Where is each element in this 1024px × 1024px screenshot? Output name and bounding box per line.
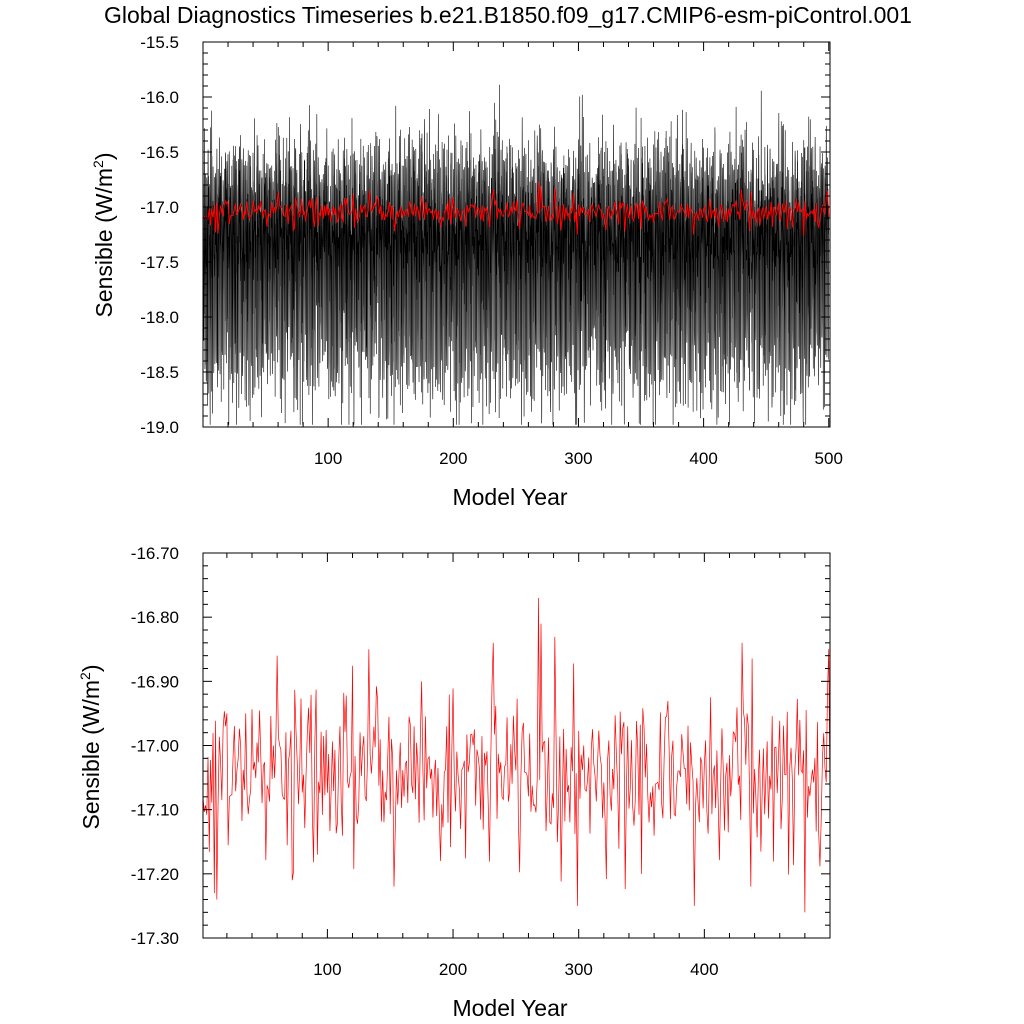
bottom-y-tick-label: -17.10 (131, 801, 179, 820)
bottom-y-axis-title-close: ) (78, 664, 104, 672)
top-y-tick-label: -16.5 (140, 143, 179, 162)
top-y-tick-label: -17.5 (140, 253, 179, 272)
figure-title: Global Diagnostics Timeseries b.e21.B185… (104, 2, 912, 28)
top-y-tick-label: -16.0 (140, 88, 179, 107)
top-y-tick-label: -19.0 (140, 418, 179, 437)
top-y-tick-label: -18.0 (140, 308, 179, 327)
bottom-x-axis-title: Model Year (452, 995, 567, 1021)
top-y-axis-title-text: Sensible (W/m2) (90, 152, 117, 317)
top-axis-ticks (202, 41, 830, 428)
bottom-y-tick-label: -17.30 (131, 929, 179, 948)
top-y-axis-title: Sensible (W/m2) (90, 152, 117, 317)
bottom-x-tick-label: 400 (690, 960, 718, 979)
bottom-panel: 100 200 300 400 -17.30 -17.20 -17.10 -17.00 -16.… (77, 544, 831, 1021)
top-annual-mean-line (203, 181, 830, 236)
top-x-tick-label: 500 (815, 449, 843, 468)
top-y-axis-title-sup: 2 (90, 160, 106, 168)
top-panel: 100 200 300 400 500 -19.0 -18.5 -18.0 -17.5 -17.0… (90, 33, 843, 510)
bottom-x-tick-label: 300 (565, 960, 593, 979)
bottom-y-tick-label: -16.80 (131, 608, 179, 627)
bottom-y-axis-title-text: Sensible (W/m2) (77, 664, 104, 829)
top-plot-frame (202, 41, 831, 428)
top-y-tick-label: -15.5 (140, 33, 179, 52)
bottom-y-axis-title-sup: 2 (77, 672, 93, 680)
top-x-axis-title: Model Year (452, 484, 567, 510)
bottom-y-tick-label: -17.00 (131, 737, 179, 756)
bottom-y-axis-title: Sensible (W/m2) (77, 664, 104, 829)
top-y-tick-label: -18.5 (140, 363, 179, 382)
bottom-annual-mean-line (202, 597, 831, 913)
bottom-x-tick-label: 200 (439, 960, 467, 979)
top-x-tick-label: 400 (689, 449, 717, 468)
top-plot-data (202, 84, 830, 425)
top-axis-tick-labels: 100 200 300 400 500 -19.0 -18.5 -18.0 -17.5 -17.0… (140, 33, 843, 468)
top-monthly-series-line (202, 84, 829, 425)
bottom-y-tick-label: -16.90 (131, 672, 179, 691)
bottom-y-tick-label: -16.70 (131, 544, 179, 563)
bottom-plot-data (202, 597, 831, 913)
top-y-axis-title-main: Sensible (W/m (91, 168, 117, 318)
bottom-x-tick-label: 100 (313, 960, 341, 979)
bottom-y-tick-label: -17.20 (131, 865, 179, 884)
top-x-tick-label: 300 (564, 449, 592, 468)
bottom-axis-ticks (203, 552, 831, 939)
top-x-tick-label: 200 (439, 449, 467, 468)
bottom-y-axis-title-main: Sensible (W/m (78, 680, 104, 830)
top-y-tick-label: -17.0 (140, 198, 179, 217)
top-x-tick-label: 100 (314, 449, 342, 468)
bottom-axis-tick-labels: 100 200 300 400 -17.30 -17.20 -17.10 -17.00 -16.… (131, 544, 719, 979)
top-y-axis-title-close: ) (91, 152, 117, 160)
